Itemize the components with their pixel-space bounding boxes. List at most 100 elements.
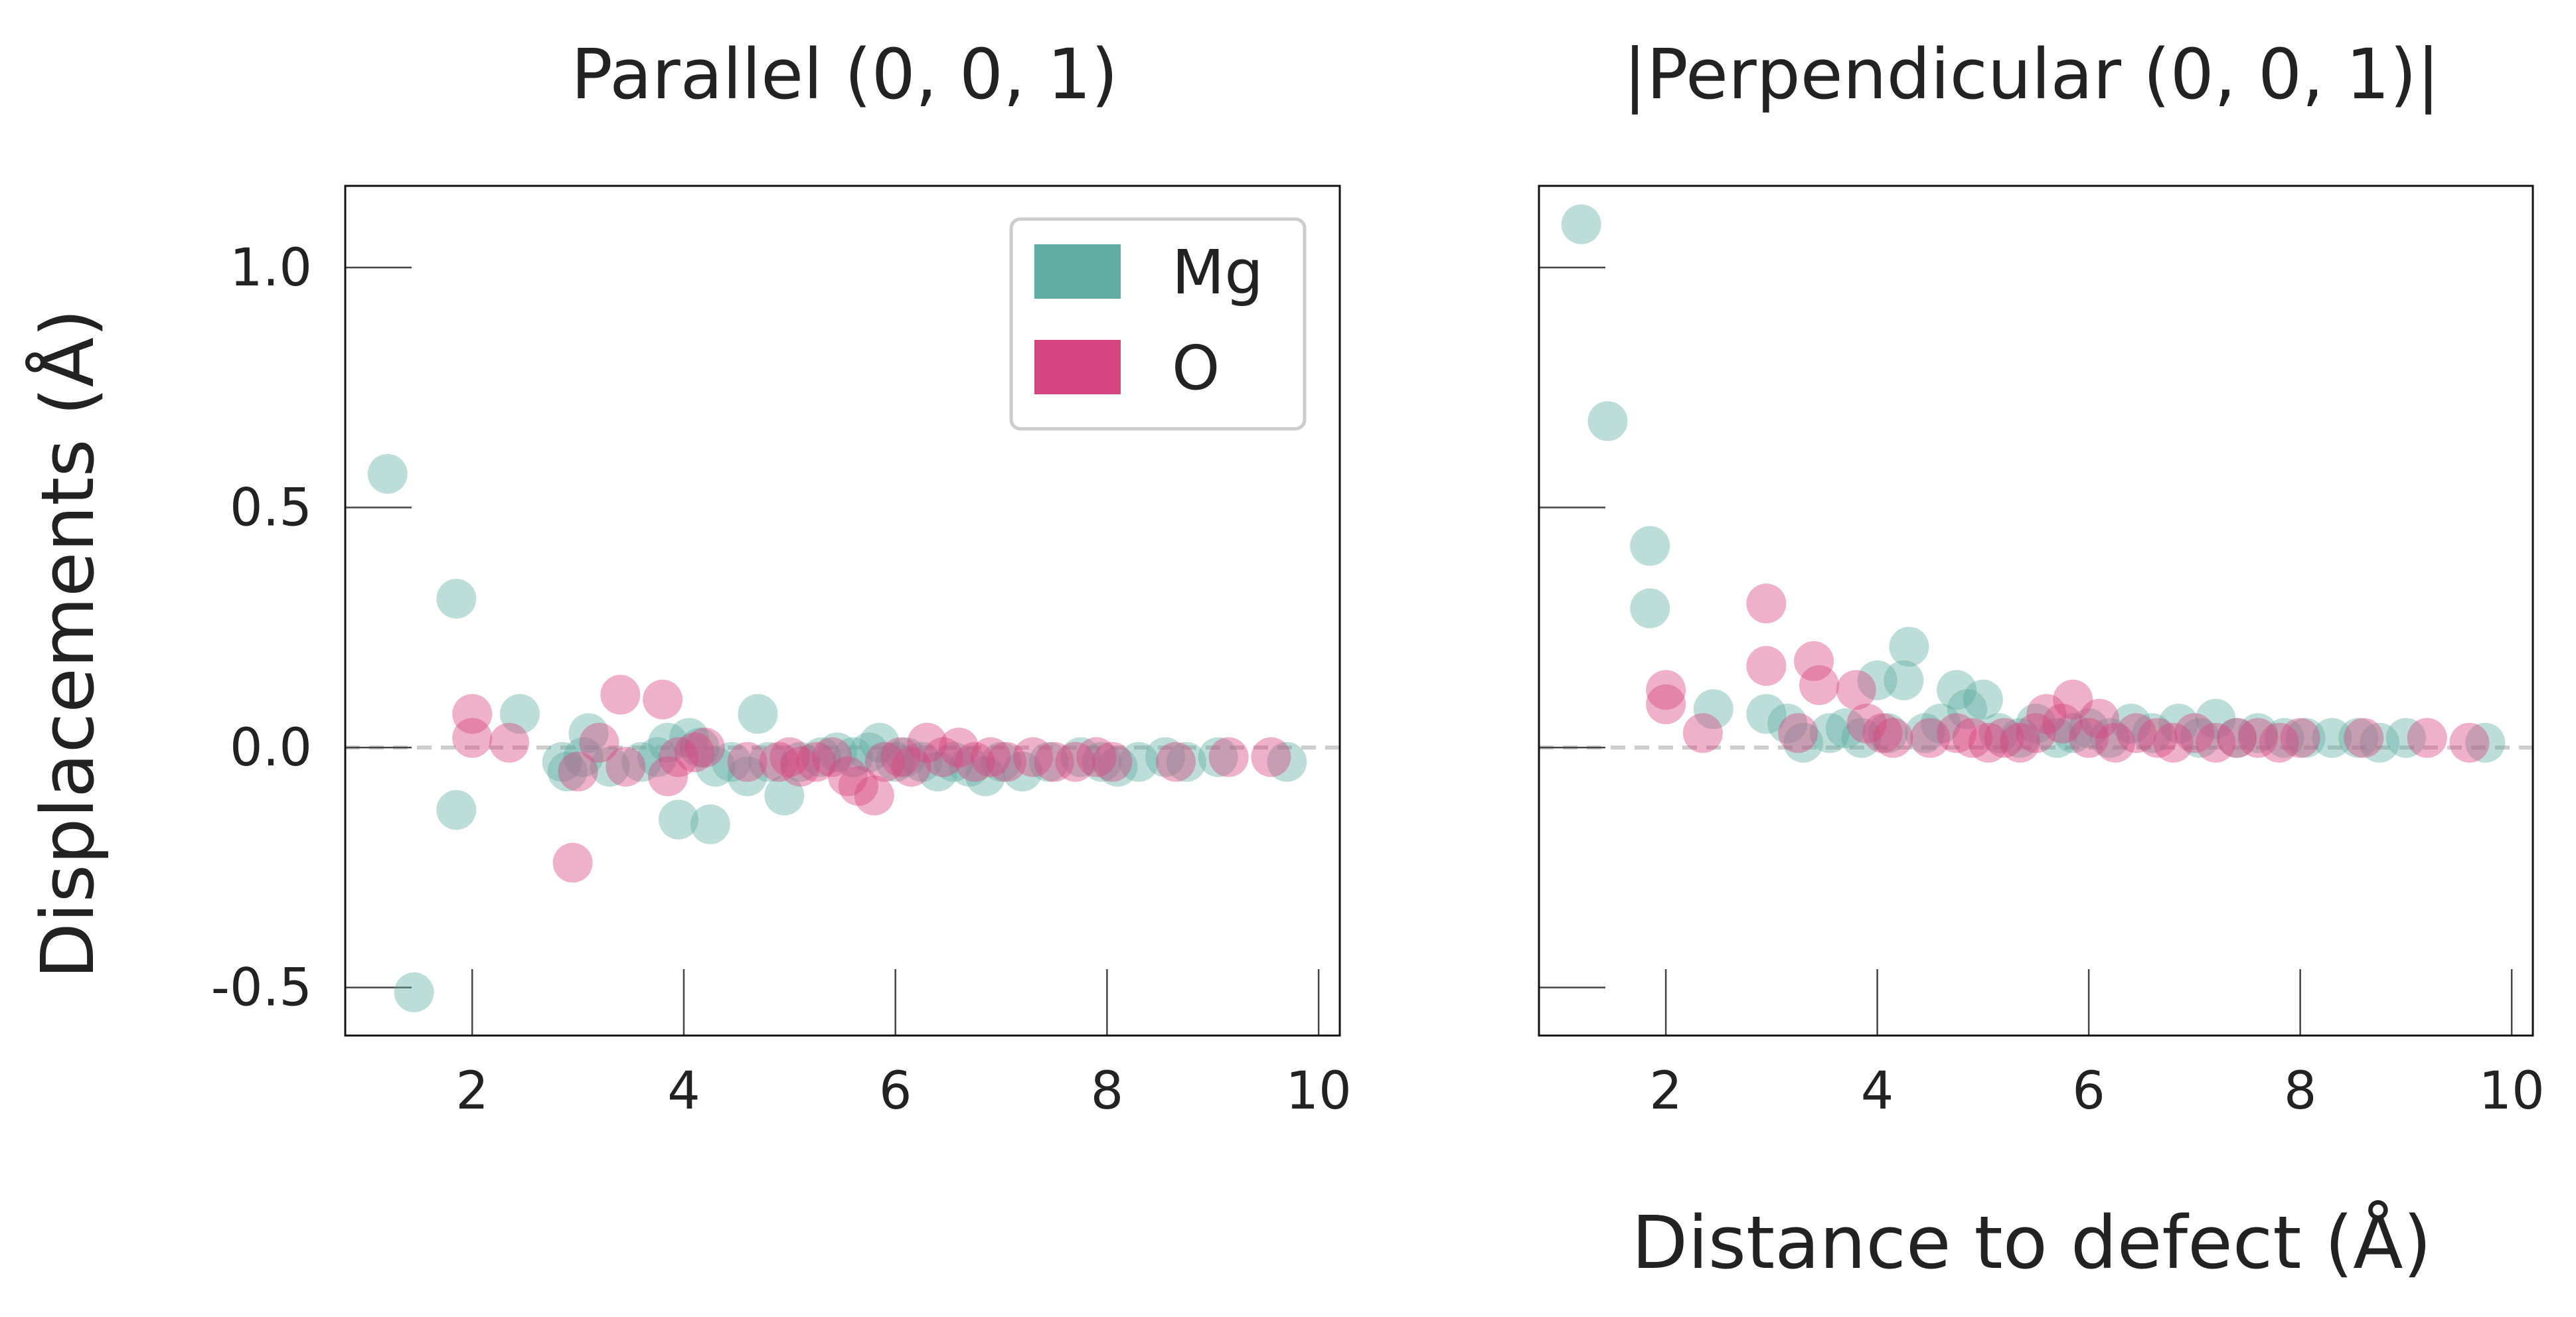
point-o: [2000, 722, 2040, 763]
point-o: [2079, 698, 2120, 739]
point-mg: [2089, 718, 2130, 758]
point-mg: [436, 790, 477, 830]
point-mg: [1937, 670, 1977, 710]
point-o: [838, 765, 878, 806]
point-o: [796, 741, 837, 782]
point-mg: [711, 741, 752, 782]
point-mg: [1097, 747, 1138, 787]
point-o: [2069, 718, 2109, 758]
point-mg: [918, 751, 958, 792]
point-mg: [568, 713, 609, 753]
point-mg: [1060, 737, 1101, 777]
point-o: [1746, 583, 1787, 624]
y-axis-label: Displacements (Å): [25, 309, 110, 979]
point-mg: [859, 722, 900, 763]
point-o: [1251, 737, 1291, 777]
point-o: [1155, 741, 1196, 782]
point-mg: [1145, 737, 1186, 777]
y-tick-label: 1.0: [230, 238, 312, 298]
point-o: [2237, 718, 2278, 758]
y-tick-label: 0.5: [230, 479, 312, 538]
point-mg: [738, 694, 778, 734]
point-o: [1836, 670, 1876, 710]
x-tick-label: 4: [667, 1061, 700, 1121]
point-o: [1862, 713, 1903, 753]
point-o: [907, 722, 947, 763]
point-o: [1984, 718, 2024, 758]
point-o: [452, 694, 493, 734]
point-o: [1846, 703, 1887, 743]
panel-perpendicular: |Perpendicular (0, 0, 1)| Distance to de…: [1538, 34, 2545, 1285]
point-o: [1937, 713, 1977, 753]
point-o: [891, 747, 931, 787]
point-o: [1968, 722, 2008, 763]
point-o: [880, 737, 921, 777]
point-mg: [367, 453, 408, 494]
point-mg: [1905, 713, 1945, 753]
point-mg: [2217, 718, 2257, 758]
point-o: [971, 737, 1011, 777]
legend-swatch-mg: [1034, 244, 1121, 299]
point-mg: [817, 732, 858, 773]
point-mg: [1809, 713, 1850, 753]
point-mg: [658, 799, 698, 840]
point-mg: [2000, 718, 2040, 758]
point-mg: [2180, 718, 2220, 758]
point-mg: [1841, 718, 1882, 758]
point-o: [1778, 713, 1818, 753]
x-tick-label: 8: [1091, 1061, 1124, 1121]
point-o: [1646, 684, 1686, 725]
point-mg: [949, 747, 990, 787]
point-mg: [1166, 741, 1206, 782]
point-o: [2042, 703, 2083, 743]
point-o: [955, 741, 995, 782]
point-mg: [669, 718, 709, 758]
x-tick-label: 10: [2479, 1061, 2545, 1121]
legend-label-mg: Mg: [1172, 237, 1263, 308]
point-o: [780, 747, 821, 787]
point-o: [600, 674, 641, 715]
point-mg: [748, 741, 789, 782]
point-o: [827, 756, 868, 797]
point-o: [2153, 722, 2194, 763]
point-mg: [1825, 708, 1866, 749]
point-o: [727, 741, 767, 782]
point-o: [1092, 741, 1133, 782]
point-mg: [621, 741, 662, 782]
point-mg: [1783, 722, 1824, 763]
x-tick-label: 2: [455, 1061, 489, 1121]
point-mg: [2237, 713, 2278, 753]
point-o: [923, 737, 963, 777]
point-mg: [2053, 713, 2093, 753]
point-o: [759, 741, 799, 782]
point-mg: [499, 694, 540, 734]
plot-frame: [344, 185, 1341, 1037]
point-mg: [2016, 703, 2056, 743]
point-o: [643, 679, 683, 720]
point-mg: [902, 741, 942, 782]
point-mg: [801, 737, 842, 777]
point-o: [1910, 718, 1951, 758]
point-o: [648, 756, 688, 797]
point-mg: [2158, 703, 2199, 743]
point-mg: [1921, 703, 1961, 743]
point-mg: [1746, 694, 1787, 734]
point-o: [605, 747, 646, 787]
point-mg: [1198, 737, 1238, 777]
point-mg: [1978, 713, 2019, 753]
point-o: [769, 737, 810, 777]
point-o: [558, 751, 598, 792]
point-o: [674, 732, 714, 773]
point-mg: [542, 741, 582, 782]
point-mg: [2069, 708, 2109, 749]
point-mg: [1767, 703, 1808, 743]
point-mg: [727, 756, 767, 797]
point-o: [2016, 713, 2056, 753]
point-o: [2196, 722, 2236, 763]
point-mg: [1868, 713, 1908, 753]
point-mg: [2196, 698, 2236, 739]
panel-title: Parallel (0, 0, 1): [571, 34, 1118, 115]
point-mg: [695, 747, 736, 787]
point-o: [1873, 718, 1913, 758]
x-tick-label: 4: [1861, 1061, 1894, 1121]
